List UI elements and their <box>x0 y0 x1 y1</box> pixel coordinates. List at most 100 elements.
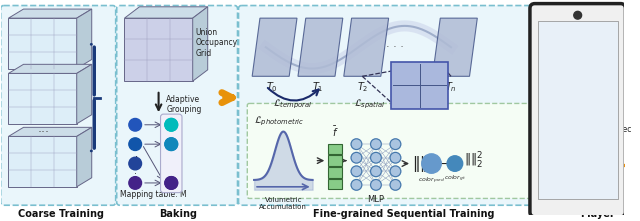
FancyBboxPatch shape <box>328 167 342 178</box>
Circle shape <box>605 187 611 192</box>
Text: · · ·: · · · <box>387 42 404 52</box>
FancyBboxPatch shape <box>390 62 448 109</box>
Polygon shape <box>252 18 297 76</box>
Text: ·
·: · · <box>134 158 137 179</box>
Circle shape <box>606 147 612 153</box>
Text: $T_2$: $T_2$ <box>356 80 368 94</box>
Text: $\mathcal{L}_{spatial}$: $\mathcal{L}_{spatial}$ <box>354 98 386 111</box>
Circle shape <box>580 170 582 172</box>
Text: Volumetric
Accumulation: Volumetric Accumulation <box>259 196 307 210</box>
Circle shape <box>587 147 591 150</box>
FancyBboxPatch shape <box>616 189 621 196</box>
Circle shape <box>129 118 141 131</box>
Circle shape <box>597 160 601 164</box>
Text: $\|\|$: $\|\|$ <box>412 154 428 173</box>
Circle shape <box>129 138 141 151</box>
Circle shape <box>165 138 177 151</box>
Circle shape <box>371 179 381 190</box>
Circle shape <box>605 146 607 149</box>
Circle shape <box>609 150 615 156</box>
FancyBboxPatch shape <box>116 6 237 205</box>
Polygon shape <box>193 7 208 81</box>
Text: Player: Player <box>580 209 614 219</box>
Text: $\mathcal{L}_{photometric}$: $\mathcal{L}_{photometric}$ <box>254 114 305 128</box>
Circle shape <box>590 144 593 147</box>
Circle shape <box>594 153 597 157</box>
Text: Adaptive
Grouping: Adaptive Grouping <box>166 95 202 114</box>
Circle shape <box>605 149 611 154</box>
Polygon shape <box>584 18 623 71</box>
Circle shape <box>591 154 595 158</box>
Circle shape <box>596 184 598 187</box>
Text: h264: h264 <box>584 89 607 98</box>
Circle shape <box>371 152 381 163</box>
Polygon shape <box>8 73 77 124</box>
Circle shape <box>165 118 177 131</box>
Polygon shape <box>298 18 343 76</box>
Circle shape <box>595 143 598 146</box>
FancyBboxPatch shape <box>573 179 578 186</box>
FancyBboxPatch shape <box>573 151 578 157</box>
Text: Baking: Baking <box>159 209 197 219</box>
Circle shape <box>600 181 605 187</box>
Circle shape <box>601 162 603 164</box>
Text: $\mathcal{L}_{temporal}$: $\mathcal{L}_{temporal}$ <box>273 98 313 111</box>
Polygon shape <box>8 64 92 73</box>
FancyBboxPatch shape <box>328 144 342 154</box>
Polygon shape <box>576 18 614 71</box>
Text: $-$: $-$ <box>438 157 449 170</box>
Circle shape <box>371 166 381 177</box>
FancyBboxPatch shape <box>616 151 621 157</box>
Circle shape <box>612 186 614 189</box>
FancyBboxPatch shape <box>573 160 578 167</box>
Circle shape <box>165 177 177 189</box>
FancyBboxPatch shape <box>573 170 578 177</box>
Circle shape <box>592 152 597 158</box>
FancyBboxPatch shape <box>616 170 621 177</box>
Circle shape <box>390 166 401 177</box>
Circle shape <box>608 174 610 176</box>
Text: Hardware
Video Codec: Hardware Video Codec <box>584 114 631 133</box>
Polygon shape <box>8 9 92 18</box>
Polygon shape <box>8 136 77 187</box>
FancyBboxPatch shape <box>572 76 619 111</box>
Text: ⋮: ⋮ <box>130 156 141 166</box>
Circle shape <box>598 152 600 154</box>
Circle shape <box>165 177 177 189</box>
Circle shape <box>351 166 362 177</box>
Circle shape <box>582 173 585 176</box>
Circle shape <box>611 150 615 154</box>
Polygon shape <box>77 64 92 124</box>
Polygon shape <box>8 18 77 69</box>
Text: Fine-grained Sequential Training: Fine-grained Sequential Training <box>314 209 495 219</box>
Circle shape <box>604 176 608 180</box>
Text: $\|\|^2_2$: $\|\|^2_2$ <box>463 151 483 171</box>
Polygon shape <box>344 18 388 76</box>
Text: Union
Occupancy
Grid: Union Occupancy Grid <box>196 28 237 58</box>
FancyBboxPatch shape <box>530 4 625 217</box>
Circle shape <box>595 143 600 148</box>
Circle shape <box>614 183 616 185</box>
Circle shape <box>129 157 141 170</box>
Text: $T_0$: $T_0$ <box>266 80 278 94</box>
Circle shape <box>583 151 585 152</box>
Circle shape <box>592 184 597 189</box>
Circle shape <box>580 151 584 155</box>
FancyBboxPatch shape <box>538 21 618 199</box>
Circle shape <box>607 141 611 145</box>
Circle shape <box>584 156 589 161</box>
Text: $color_{pred}$: $color_{pred}$ <box>418 176 445 186</box>
Circle shape <box>579 189 583 193</box>
FancyBboxPatch shape <box>239 6 570 205</box>
Circle shape <box>351 139 362 149</box>
Circle shape <box>588 142 593 148</box>
Text: $T_n$: $T_n$ <box>445 80 457 94</box>
Circle shape <box>591 188 596 192</box>
Circle shape <box>589 167 593 170</box>
Circle shape <box>603 157 608 162</box>
Circle shape <box>598 149 601 151</box>
Circle shape <box>595 190 599 194</box>
Circle shape <box>422 154 441 173</box>
Circle shape <box>589 163 593 168</box>
FancyBboxPatch shape <box>569 6 623 205</box>
